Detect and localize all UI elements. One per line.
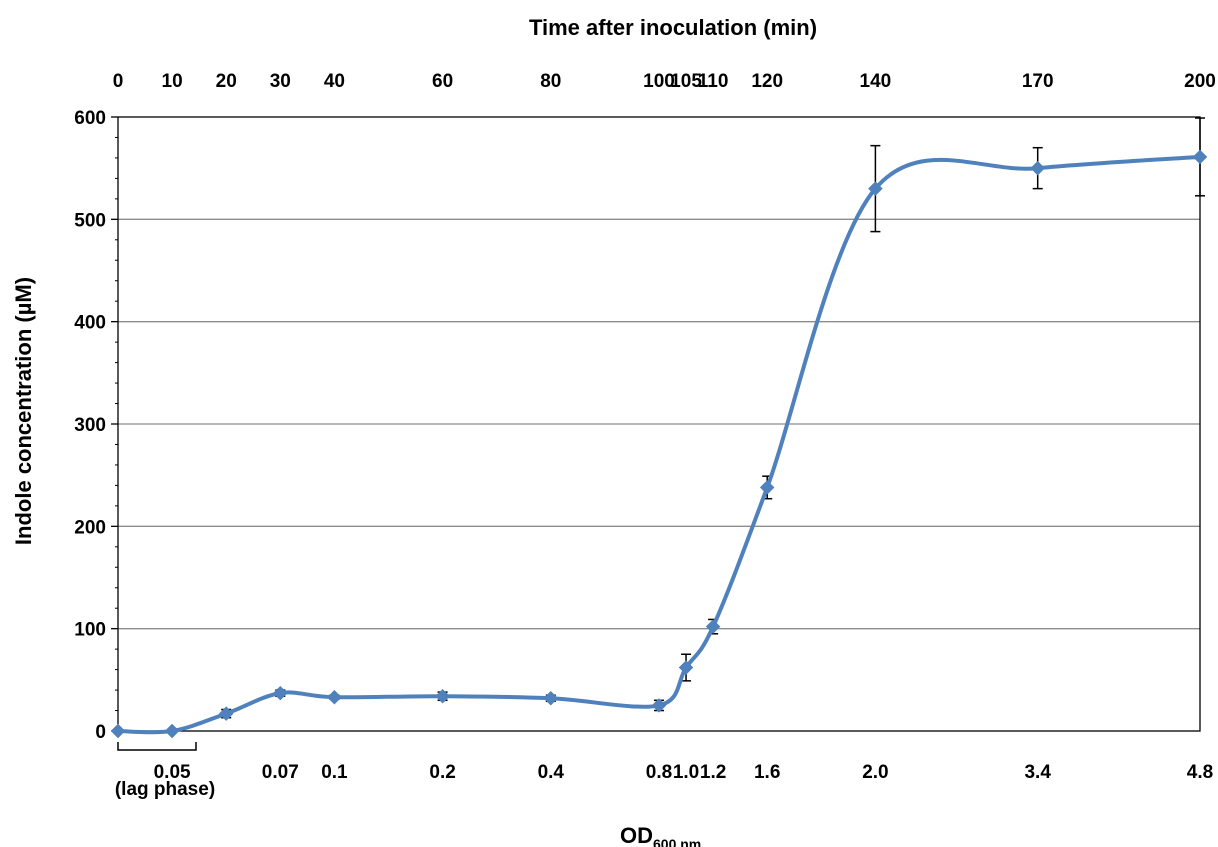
lag-phase-label: (lag phase) <box>115 779 215 800</box>
y-tick-label: 0 <box>95 722 106 743</box>
bottom-tick-label: 0.2 <box>429 762 455 783</box>
bottom-tick-label: 0.8 <box>646 762 672 783</box>
top-tick-label: 0 <box>113 71 124 92</box>
bottom-tick-label: 1.6 <box>754 762 780 783</box>
lag-phase-bracket <box>117 742 197 751</box>
top-tick-label: 170 <box>1022 71 1054 92</box>
y-tick-label: 200 <box>74 517 106 538</box>
y-axis-title: Indole concentration (µM) <box>11 277 36 545</box>
top-tick-label: 100 <box>643 71 675 92</box>
bottom-tick-label: 1.0 <box>673 762 699 783</box>
top-tick-label: 10 <box>162 71 183 92</box>
bottom-tick-label: 3.4 <box>1024 762 1051 783</box>
bottom-tick-label: 0.1 <box>321 762 348 783</box>
bottom-tick-label: 0.4 <box>538 762 565 783</box>
y-tick-label: 100 <box>74 620 106 641</box>
data-point <box>678 660 694 675</box>
top-tick-label: 40 <box>324 71 345 92</box>
grid-lines <box>118 218 1200 630</box>
data-point <box>110 723 126 739</box>
top-tick-label: 140 <box>860 71 892 92</box>
top-tick-label: 80 <box>540 71 561 92</box>
data-point <box>435 688 450 704</box>
top-tick-label: 120 <box>751 71 783 92</box>
bottom-tick-label: 0.05 <box>154 762 191 783</box>
y-tick-label: 300 <box>74 415 106 436</box>
top-tick-label: 20 <box>216 71 237 92</box>
top-tick-label: 110 <box>698 71 729 92</box>
data-point <box>868 181 883 196</box>
y-tick-label: 600 <box>74 108 106 129</box>
data-point <box>272 685 288 701</box>
bottom-tick-label: 1.2 <box>700 762 726 783</box>
top-tick-label: 105 <box>670 71 702 92</box>
data-point <box>1030 160 1046 176</box>
bottom-tick-label: 0.07 <box>262 762 299 783</box>
top-tick-label: 60 <box>432 71 453 92</box>
bottom-tick-label: 2.0 <box>862 762 888 783</box>
bottom-tick-label: 4.8 <box>1187 762 1213 783</box>
data-point <box>651 698 667 713</box>
data-point <box>543 690 559 706</box>
x-axis-title-subscript: 600 nm <box>653 836 701 847</box>
data-point <box>164 723 180 739</box>
data-point <box>327 689 342 705</box>
bottom-axis-tick-labels: 0.05 0.07 0.1 0.2 0.4 0.8 1.0 1.2 1.6 2.0 3.4 4.8 <box>154 762 1214 783</box>
y-tick-label: 400 <box>74 313 106 334</box>
x-axis-title-main: OD <box>620 823 653 847</box>
data-point <box>759 480 775 495</box>
series-line <box>116 154 1202 735</box>
data-points <box>110 149 1208 739</box>
y-tick-label: 500 <box>74 210 106 231</box>
top-tick-label: 200 <box>1184 71 1216 92</box>
data-point <box>218 706 234 721</box>
data-point <box>705 619 721 634</box>
top-axis-title: Time after inoculation (min) <box>529 15 817 40</box>
top-tick-label: 30 <box>270 71 291 92</box>
x-axis-title: OD600 nm <box>620 823 701 847</box>
y-axis: 0 100 200 300 400 500 600 <box>74 108 118 743</box>
data-point <box>1192 149 1208 165</box>
